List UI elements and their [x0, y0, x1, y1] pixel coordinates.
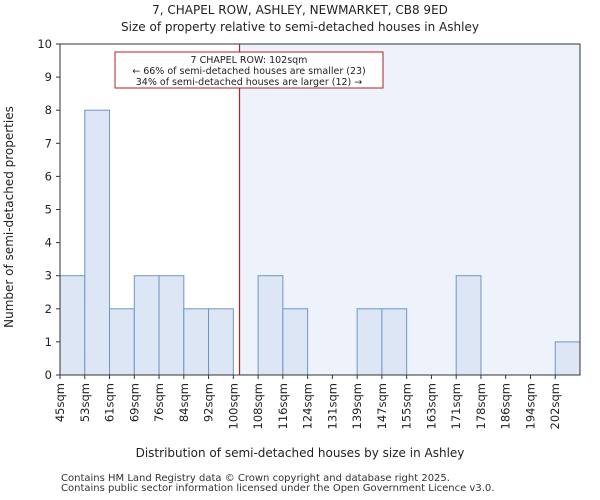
y-tick-label-6: 6: [45, 169, 52, 183]
annotation-line-1: 7 CHAPEL ROW: 102sqm: [191, 55, 308, 66]
x-tick-label-53sqm: 53sqm: [78, 383, 92, 422]
chart-title: 7, CHAPEL ROW, ASHLEY, NEWMARKET, CB8 9E…: [152, 3, 448, 17]
x-tick-label-194sqm: 194sqm: [523, 383, 537, 429]
y-tick-label-5: 5: [45, 203, 52, 217]
x-tick-label-131sqm: 131sqm: [325, 383, 339, 429]
x-tick-label-116sqm: 116sqm: [276, 383, 290, 429]
bar-108sqm: [257, 275, 284, 376]
bar-92sqm: [208, 308, 234, 376]
x-tick-label-202sqm: 202sqm: [548, 383, 562, 429]
x-tick-label-76sqm: 76sqm: [152, 383, 166, 422]
x-tick-label-84sqm: 84sqm: [177, 383, 191, 422]
plot-area: 0 1 2 3 4 5 6 7 8 9 10 45sqm 53sqm 61sqm 69sqm 76sqm 84s…: [37, 37, 581, 429]
chart-subtitle: Size of property relative to semi-detach…: [121, 20, 479, 34]
x-tick-label-61sqm: 61sqm: [103, 383, 117, 422]
bar-171sqm: [455, 275, 482, 376]
bar-76sqm: [158, 275, 185, 376]
y-tick-label-0: 0: [45, 368, 52, 382]
y-tick-label-7: 7: [45, 136, 52, 150]
bar-147sqm: [381, 308, 408, 376]
x-tick-label-100sqm: 100sqm: [226, 383, 240, 429]
footer-copyright: Contains HM Land Registry data © Crown c…: [61, 473, 450, 484]
footer-licence: Contains public sector information licen…: [61, 483, 495, 494]
x-tick-label-124sqm: 124sqm: [301, 383, 315, 429]
y-tick-label-10: 10: [37, 37, 52, 51]
y-tick-label-1: 1: [45, 335, 52, 349]
y-tick-label-4: 4: [45, 236, 52, 250]
annotation-line-2: ← 66% of semi-detached houses are smalle…: [132, 66, 366, 77]
y-tick-label-3: 3: [45, 269, 52, 283]
x-tick-label-163sqm: 163sqm: [424, 383, 438, 429]
bar-139sqm: [356, 308, 383, 376]
x-tick-label-92sqm: 92sqm: [202, 383, 216, 422]
x-tick-label-178sqm: 178sqm: [474, 383, 488, 429]
x-tick-label-155sqm: 155sqm: [400, 383, 414, 429]
x-tick-label-108sqm: 108sqm: [251, 383, 265, 429]
bar-61sqm: [109, 308, 135, 376]
annotation-box: [114, 51, 384, 89]
bar-84sqm: [183, 308, 210, 376]
x-tick-label-186sqm: 186sqm: [499, 383, 513, 429]
x-tick-label-139sqm: 139sqm: [350, 383, 364, 429]
x-tick-label-171sqm: 171sqm: [449, 383, 463, 429]
x-tick-label-69sqm: 69sqm: [127, 383, 141, 422]
bar-69sqm: [133, 275, 160, 376]
annotation-line-3: 34% of semi-detached houses are larger (…: [136, 77, 363, 88]
bar-45sqm: [59, 275, 86, 376]
x-axis-label: Distribution of semi-detached houses by …: [136, 446, 465, 460]
x-tick-label-147sqm: 147sqm: [375, 383, 389, 429]
bar-202sqm: [554, 341, 581, 376]
y-tick-label-9: 9: [45, 70, 52, 84]
bar-116sqm: [282, 308, 309, 376]
y-tick-label-8: 8: [45, 103, 52, 117]
bar-53sqm: [84, 109, 111, 376]
x-tick-label-45sqm: 45sqm: [53, 383, 67, 422]
y-tick-label-2: 2: [45, 302, 52, 316]
y-axis-label: Number of semi-detached properties: [2, 106, 16, 328]
